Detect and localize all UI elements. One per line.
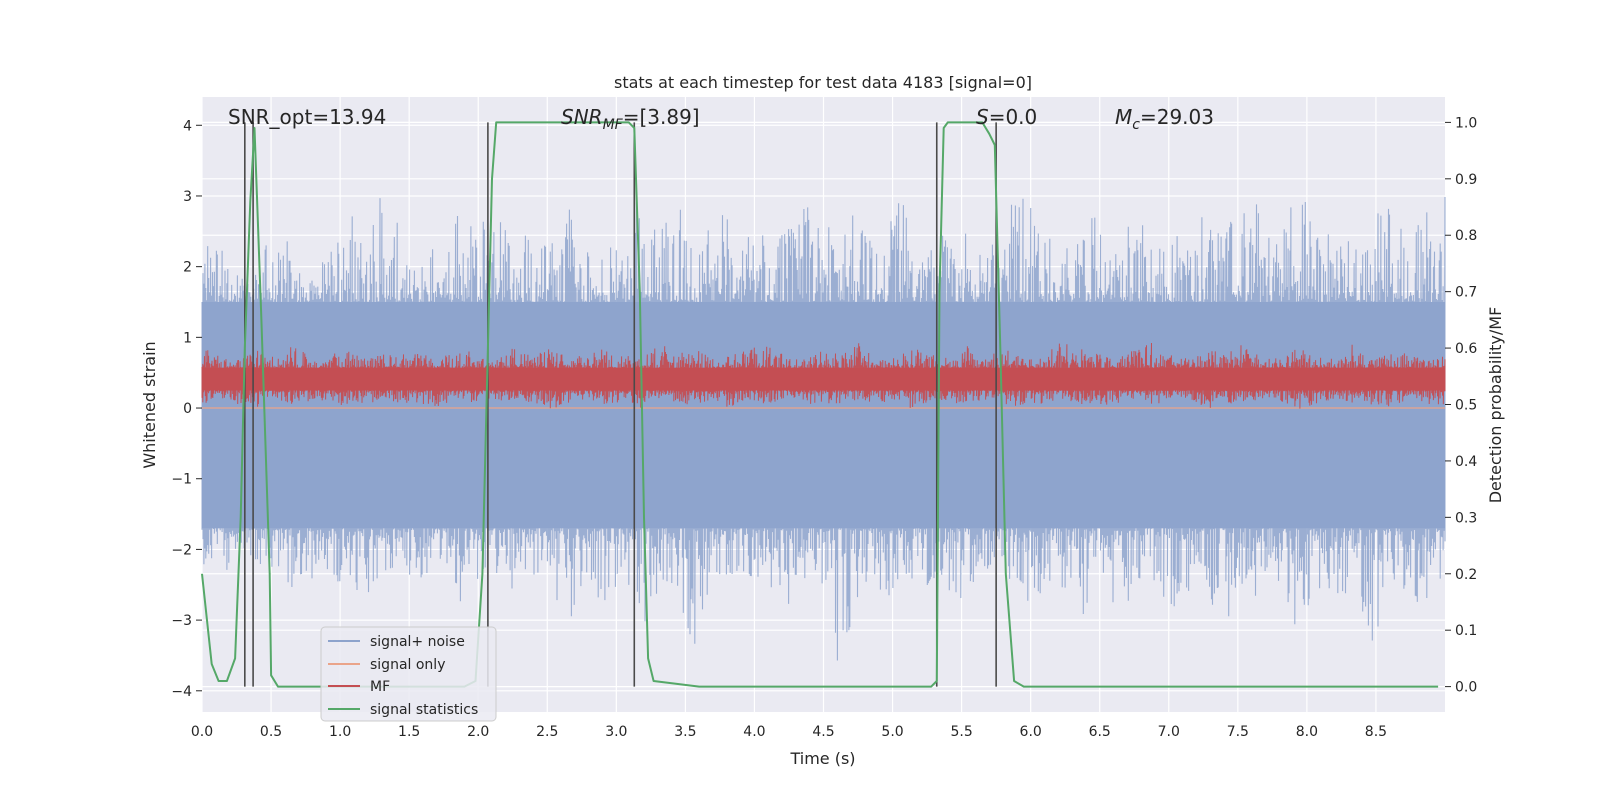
annotation-snr-mf: SNRMF=[3.89] bbox=[561, 105, 700, 133]
y-tick-labels: 4 3 2 1 0 −1 −2 −3 −4 bbox=[171, 118, 202, 700]
y-tick-label: −3 bbox=[171, 613, 192, 629]
y2-axis-label: Detection probability/MF bbox=[1486, 307, 1505, 504]
annotation-mc-value: =29.03 bbox=[1140, 105, 1214, 129]
legend-label-mf: MF bbox=[370, 679, 390, 695]
series-mf bbox=[201, 342, 1446, 409]
y2-tick-label: 0.6 bbox=[1455, 341, 1477, 357]
x-tick-label: 4.5 bbox=[812, 724, 834, 740]
annotation-snr-opt: SNR_opt=13.94 bbox=[228, 105, 386, 129]
y2-tick-label: 0.1 bbox=[1455, 623, 1477, 639]
x-axis-label: Time (s) bbox=[789, 749, 855, 768]
y2-tick-label: 0.8 bbox=[1455, 228, 1477, 244]
y2-tick-label: 0.7 bbox=[1455, 285, 1477, 301]
x-tick-label: 2.5 bbox=[536, 724, 558, 740]
x-tick-labels: 0.0 0.5 1.0 1.5 2.0 2.5 3.0 3.5 4.0 4.5 5.0 5.5 6.0 6… bbox=[191, 724, 1387, 740]
y-tick-label: −2 bbox=[171, 542, 192, 558]
x-tick-label: 0.5 bbox=[260, 724, 282, 740]
chart-title: stats at each timestep for test data 418… bbox=[614, 73, 1032, 92]
y2-tick-label: 0.2 bbox=[1455, 567, 1477, 583]
x-tick-label: 7.5 bbox=[1227, 724, 1249, 740]
y-tick-label: 0 bbox=[183, 401, 192, 417]
x-tick-label: 8.5 bbox=[1365, 724, 1387, 740]
signal-statistics-line bbox=[201, 121, 1439, 688]
y-tick-label: 1 bbox=[183, 330, 192, 346]
x-tick-label: 5.5 bbox=[950, 724, 972, 740]
x-tick-label: 1.5 bbox=[398, 724, 420, 740]
y2-tick-label: 0.4 bbox=[1455, 454, 1477, 470]
x-tick-label: 1.0 bbox=[329, 724, 351, 740]
x-tick-label: 6.0 bbox=[1020, 724, 1042, 740]
y2-tick-label: 0.0 bbox=[1455, 680, 1477, 696]
y-tick-label: 2 bbox=[183, 260, 192, 276]
y-axis-label: Whitened strain bbox=[140, 341, 159, 468]
x-tick-label: 7.0 bbox=[1158, 724, 1180, 740]
legend-label-signal-only: signal only bbox=[370, 657, 445, 673]
x-tick-label: 3.5 bbox=[674, 724, 696, 740]
annotation-s-symbol: S bbox=[976, 105, 989, 129]
series-signal-noise bbox=[201, 196, 1446, 661]
x-tick-label: 5.0 bbox=[881, 724, 903, 740]
x-tick-label: 6.5 bbox=[1089, 724, 1111, 740]
annotation-s: S=0.0 bbox=[976, 105, 1037, 129]
annotation-mc-symbol: M bbox=[1115, 105, 1132, 129]
y2-tick-label: 0.3 bbox=[1455, 510, 1477, 526]
series-trace bbox=[201, 342, 1446, 409]
legend-label-signal-noise: signal+ noise bbox=[370, 634, 465, 650]
series-signal-statistics bbox=[201, 121, 1439, 688]
x-tick-label: 4.0 bbox=[743, 724, 765, 740]
series-trace bbox=[201, 196, 1446, 661]
x-tick-label: 8.0 bbox=[1296, 724, 1318, 740]
y-tick-label: −1 bbox=[171, 472, 192, 488]
y2-tick-label: 0.9 bbox=[1455, 172, 1477, 188]
y2-tick-labels: 1.0 0.9 0.8 0.7 0.6 0.5 0.4 0.3 0.2 0.1 0.0 bbox=[1445, 115, 1477, 696]
x-tick-label: 3.0 bbox=[605, 724, 627, 740]
annotation-s-value: =0.0 bbox=[989, 105, 1038, 129]
annotation-snr-mf-symbol: SNR bbox=[561, 105, 603, 129]
y2-tick-label: 0.5 bbox=[1455, 398, 1477, 414]
y-tick-label: −4 bbox=[171, 684, 192, 700]
y-tick-label: 4 bbox=[183, 118, 192, 134]
annotation-mc-subscript: c bbox=[1132, 117, 1140, 133]
annotation-snr-mf-subscript: MF bbox=[603, 117, 624, 133]
legend-label-signal-statistics: signal statistics bbox=[370, 702, 478, 718]
y-tick-label: 3 bbox=[183, 189, 192, 205]
legend-box bbox=[320, 626, 497, 722]
x-tick-label: 0.0 bbox=[191, 724, 213, 740]
annotation-mc: Mc=29.03 bbox=[1115, 105, 1214, 133]
annotation-snr-mf-value: =[3.89] bbox=[623, 105, 700, 129]
x-tick-label: 2.0 bbox=[467, 724, 489, 740]
legend: signal+ noise signal only MF signal stat… bbox=[320, 626, 497, 722]
y2-tick-label: 1.0 bbox=[1455, 115, 1477, 131]
